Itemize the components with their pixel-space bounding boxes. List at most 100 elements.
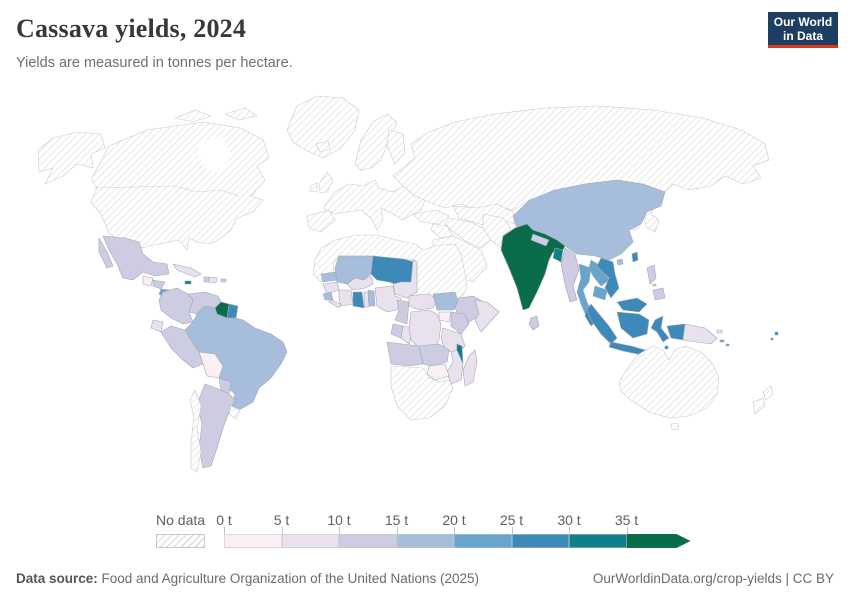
country-ecuador[interactable] bbox=[150, 319, 164, 333]
country-south-africa[interactable] bbox=[390, 365, 454, 421]
legend-tick bbox=[626, 527, 628, 534]
legend-bin-30-35[interactable] bbox=[569, 534, 627, 548]
country-ivory-coast[interactable] bbox=[338, 289, 354, 307]
country-kenya[interactable] bbox=[450, 311, 470, 335]
country-indonesia-java[interactable] bbox=[608, 341, 646, 356]
country-finland[interactable] bbox=[386, 129, 406, 165]
country-chile[interactable] bbox=[189, 389, 202, 473]
country-australia[interactable] bbox=[618, 345, 720, 419]
country-ireland[interactable] bbox=[309, 182, 318, 193]
country-papua-new-guinea[interactable] bbox=[682, 323, 723, 345]
country-indonesia-papua[interactable] bbox=[666, 323, 686, 341]
country-niger[interactable] bbox=[370, 255, 416, 287]
world-map bbox=[37, 95, 779, 473]
country-turkey[interactable] bbox=[412, 209, 450, 225]
legend-bin-20-25[interactable] bbox=[454, 534, 512, 548]
country-new-zealand[interactable] bbox=[752, 385, 774, 415]
country-iceland[interactable] bbox=[315, 140, 331, 153]
legend-tick-label: 15 t bbox=[384, 512, 409, 528]
country-vietnam[interactable] bbox=[596, 257, 620, 299]
country-cameroon[interactable] bbox=[394, 299, 410, 325]
legend-bin-15-20[interactable] bbox=[396, 534, 454, 548]
country-europe-mainland[interactable] bbox=[322, 179, 426, 231]
country-liberia[interactable] bbox=[328, 299, 342, 309]
legend-no-data-label: No data bbox=[156, 512, 206, 528]
country-solomon-islands[interactable] bbox=[719, 339, 730, 347]
country-suriname[interactable] bbox=[226, 303, 239, 319]
country-guatemala[interactable] bbox=[142, 275, 154, 287]
page-subtitle: Yields are measured in tonnes per hectar… bbox=[16, 55, 293, 71]
legend-tick-label: 20 t bbox=[442, 512, 466, 528]
country-car[interactable] bbox=[408, 293, 438, 311]
legend-bin-35+[interactable] bbox=[627, 534, 691, 548]
citation-link[interactable]: OurWorldinData.org/crop-yields | CC BY bbox=[592, 571, 834, 586]
legend-bin-5-10[interactable] bbox=[281, 534, 339, 548]
country-uganda[interactable] bbox=[438, 311, 452, 323]
country-arctic-islands-2[interactable] bbox=[224, 107, 258, 121]
country-tasmania[interactable] bbox=[670, 422, 680, 431]
owid-logo[interactable]: Our World in Data bbox=[768, 12, 838, 48]
country-mozambique[interactable] bbox=[446, 349, 464, 385]
country-cuba[interactable] bbox=[172, 263, 202, 278]
country-togo[interactable] bbox=[363, 291, 370, 308]
country-myanmar[interactable] bbox=[560, 247, 580, 303]
legend-tick bbox=[339, 527, 340, 534]
country-madagascar[interactable] bbox=[462, 349, 478, 387]
country-argentina[interactable] bbox=[196, 383, 236, 469]
country-jamaica[interactable] bbox=[184, 280, 192, 285]
country-iberia[interactable] bbox=[306, 209, 336, 233]
country-sierra-leone[interactable] bbox=[322, 291, 334, 301]
country-arctic-islands-1[interactable] bbox=[174, 109, 212, 123]
country-puerto-rico[interactable] bbox=[220, 278, 227, 283]
legend-tick-label: 30 t bbox=[557, 512, 581, 528]
legend-bin-25-30[interactable] bbox=[511, 534, 569, 548]
country-india[interactable] bbox=[500, 223, 566, 311]
country-benin[interactable] bbox=[367, 289, 376, 307]
country-alaska[interactable] bbox=[37, 131, 106, 185]
legend-bin-0-5[interactable] bbox=[224, 534, 282, 548]
legend-tick bbox=[454, 527, 455, 534]
country-zimbabwe[interactable] bbox=[426, 363, 450, 381]
page-title: Cassava yields, 2024 bbox=[16, 14, 247, 43]
country-chad[interactable] bbox=[392, 259, 418, 299]
country-dominican-republic[interactable] bbox=[208, 276, 218, 284]
country-ghana[interactable] bbox=[352, 291, 365, 309]
country-canada-usa[interactable] bbox=[90, 121, 270, 251]
legend-tick-label: 0 t bbox=[216, 512, 232, 528]
country-uruguay[interactable] bbox=[228, 405, 241, 420]
country-sri-lanka[interactable] bbox=[528, 315, 540, 331]
country-senegal[interactable] bbox=[320, 271, 338, 283]
country-zambia[interactable] bbox=[418, 343, 450, 367]
hudson-bay bbox=[197, 138, 231, 174]
data-source-text: Food and Agriculture Organization of the… bbox=[97, 571, 480, 586]
country-burkina-faso[interactable] bbox=[346, 275, 374, 291]
country-baja[interactable] bbox=[98, 237, 114, 269]
country-fiji[interactable] bbox=[770, 331, 779, 341]
country-honduras[interactable] bbox=[152, 279, 166, 290]
country-united-kingdom[interactable] bbox=[318, 171, 334, 194]
country-hainan[interactable] bbox=[616, 258, 624, 266]
legend-tick bbox=[224, 527, 225, 534]
country-colombia[interactable] bbox=[158, 287, 194, 325]
country-malaysia-borneo[interactable] bbox=[616, 297, 648, 313]
country-indonesia-kalimantan[interactable] bbox=[616, 311, 650, 339]
country-haiti[interactable] bbox=[203, 276, 210, 283]
legend-no-data-swatch[interactable] bbox=[156, 534, 205, 548]
country-somalia[interactable] bbox=[474, 299, 500, 333]
country-taiwan[interactable] bbox=[631, 251, 639, 263]
country-philippines[interactable] bbox=[646, 264, 666, 301]
country-mexico[interactable] bbox=[102, 235, 170, 281]
country-iran[interactable] bbox=[444, 217, 492, 249]
legend-tick bbox=[569, 527, 570, 534]
country-greenland[interactable] bbox=[286, 95, 360, 159]
country-angola[interactable] bbox=[386, 341, 424, 367]
country-bangladesh[interactable] bbox=[552, 247, 564, 263]
country-nepal[interactable] bbox=[530, 233, 550, 247]
data-source-label: Data source: bbox=[16, 571, 98, 586]
legend-tick-label: 35 t bbox=[614, 512, 639, 528]
country-cambodia[interactable] bbox=[592, 285, 608, 301]
country-indonesia-sulawesi[interactable] bbox=[650, 315, 670, 343]
legend-bin-10-15[interactable] bbox=[339, 534, 397, 548]
legend-tick-label: 10 t bbox=[327, 512, 351, 528]
